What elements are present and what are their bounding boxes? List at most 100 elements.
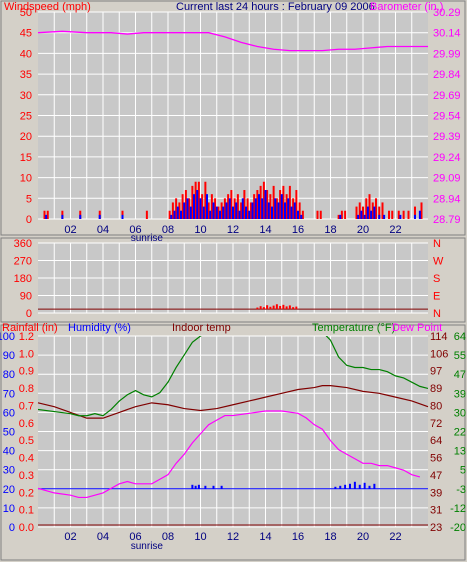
humidity-bar [197,484,200,489]
gust-bar [46,210,49,219]
wind-bar [180,210,182,219]
barometer-tick-label: 30.14 [433,28,461,40]
gust-bar [191,185,194,219]
direction-tick-label: 360 [14,238,32,250]
gust-bar [233,198,236,219]
wind-bar [193,194,195,219]
compass-tick-label: E [433,291,440,303]
gust-bar [272,185,275,219]
wind-bar [121,214,124,219]
wind-bar [98,214,101,219]
humidity-bar [363,482,366,489]
barometer-axis-label: Barometer (in.) [370,1,443,13]
temperature-tick-label: 23 [430,522,442,534]
rainfall-tick-label: 0.7 [19,400,34,412]
humidity-tick-label: 20 [3,484,15,496]
wind-bar [219,210,221,219]
wind-bar [248,210,251,219]
gust-bar [214,198,217,219]
temperature-tick-label: 106 [430,348,448,360]
rainfall-tick-label: 1.2 [19,331,34,343]
dewpoint-tick-label: 30 [454,407,466,419]
gust-bar [295,190,298,219]
wind-bar [264,190,267,219]
barometer-tick-label: 29.09 [433,173,461,185]
wind-bar [215,206,218,219]
wind-bar [183,202,186,219]
dewpoint-tick-label: 39 [454,388,466,400]
wind-bar [173,210,176,219]
gust-bar [285,194,288,219]
hour-tick-label: 20 [357,224,369,236]
direction-bar [272,305,275,310]
dewpoint-line [38,410,421,499]
gust-bar [175,198,178,219]
wind-series [37,30,428,219]
gust-bar [282,185,285,219]
gust-bar [375,198,377,219]
gust-bar [188,198,191,219]
direction-bar [285,306,288,310]
direction-bar [295,306,298,310]
gust-bar [178,202,181,219]
temperature-line [38,336,428,417]
gust-bar [275,198,278,219]
gust-bar [210,194,213,219]
wind-bar [79,214,82,219]
windspeed-tick-label: 50 [20,7,32,19]
sunrise-label: sunrise [131,233,164,244]
wind-bar [241,198,244,219]
wind-bar [300,214,303,219]
gust-bar [391,210,394,219]
wind-bar [297,210,299,219]
temperature-tick-label: 56 [430,453,442,465]
gust-bar [279,190,282,219]
humidity-tick-label: 30 [3,465,15,477]
humidity-bar [358,484,361,489]
humidity-tick-label: 60 [3,407,15,419]
gust-bar [230,190,233,219]
gust-bar [262,181,265,219]
wind-bar [267,202,270,219]
gust-bar [301,210,304,219]
hour-tick-label: 08 [162,224,174,236]
humidity-bar [349,483,351,489]
gust-bar [168,210,171,219]
compass-tick-label: S [433,273,440,285]
hour-tick-label: 10 [194,531,206,543]
humidity-bar [194,485,197,489]
direction-tick-label: 0 [26,308,32,320]
humidity-bar [334,486,337,489]
rainfall-tick-label: 0.3 [19,470,34,482]
wind-bar [196,190,199,219]
windspeed-tick-label: 10 [20,173,32,185]
gust-bar [337,214,340,219]
direction-bar [256,307,259,310]
humidity-bar [204,485,207,489]
temperature-tick-label: 80 [430,400,442,412]
temperature-grid [38,335,428,528]
wind-bar [277,202,280,219]
gust-bar [292,198,295,219]
dewpoint-tick-label: 22 [454,427,466,439]
wind-bar [186,198,189,219]
wind-bar [61,214,64,219]
wind-bar [370,210,373,219]
temperature-series [37,336,429,526]
temperature-axis-ticks: 10090807060504030201001.21.00.90.80.70.6… [0,331,466,552]
temperature-tick-label: 97 [430,366,442,378]
humidity-bar [220,485,223,489]
gust-bar [220,202,223,219]
compass-tick-label: N [433,238,441,250]
humidity-bar [191,484,194,489]
gust-bar [344,210,347,219]
dewpoint-tick-label: 47 [454,369,466,381]
hour-tick-label: 16 [292,224,304,236]
gust-bar [227,194,230,219]
hour-tick-label: 18 [324,531,336,543]
direction-series [38,304,428,310]
temperature-axis-label: Temperature (°F) [312,322,395,334]
hour-tick-label: 16 [292,531,304,543]
hour-tick-label: 14 [259,224,271,236]
